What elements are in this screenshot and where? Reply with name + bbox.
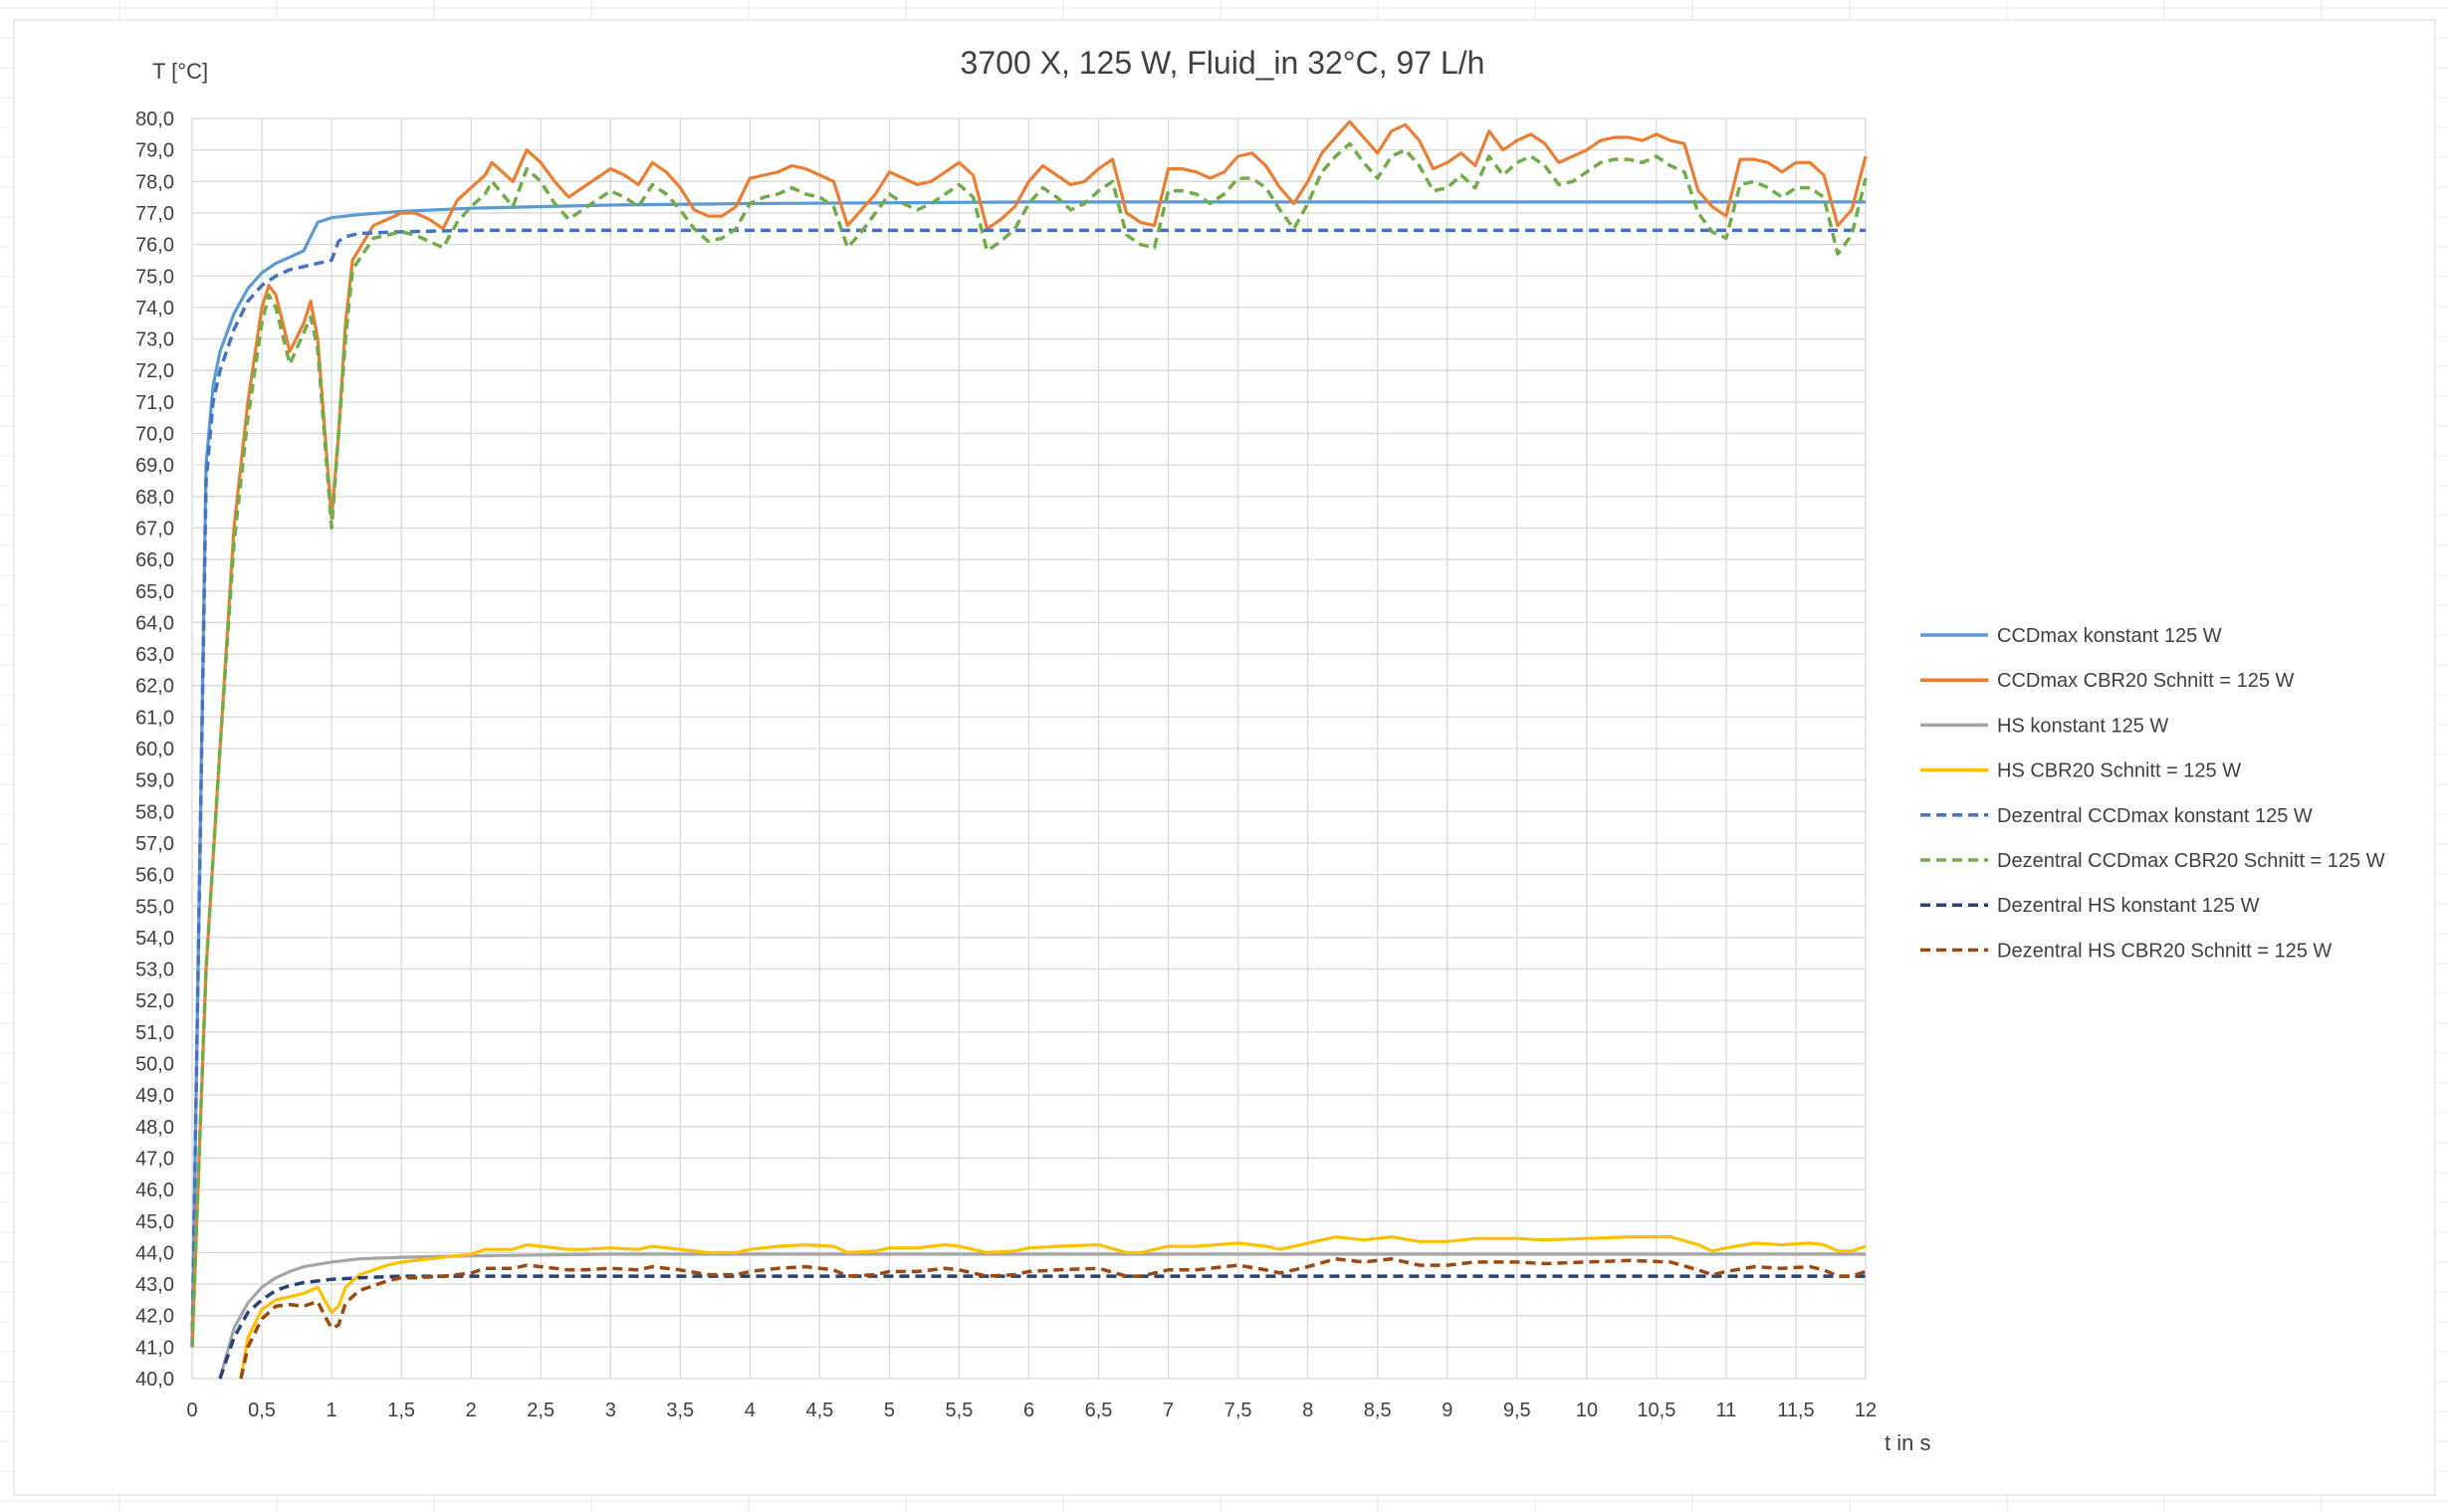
- x-tick-label: 10,5: [1637, 1400, 1675, 1421]
- y-tick-label: 45,0: [135, 1211, 174, 1233]
- legend-label: CCDmax CBR20 Schnitt = 125 W: [1997, 670, 2295, 692]
- y-tick-label: 75,0: [135, 266, 174, 288]
- x-tick-label: 4: [745, 1400, 756, 1421]
- x-tick-label: 12: [1855, 1400, 1877, 1421]
- x-tick-label: 0,5: [248, 1400, 276, 1421]
- y-axis-label: T [°C]: [152, 59, 208, 84]
- x-tick-label: 8,5: [1364, 1400, 1392, 1421]
- x-tick-label: 7,5: [1224, 1400, 1252, 1421]
- y-tick-label: 77,0: [135, 203, 174, 225]
- y-tick-label: 62,0: [135, 676, 174, 698]
- legend: CCDmax konstant 125 W CCDmax CBR20 Schnit…: [1920, 625, 2385, 962]
- y-tick-label: 61,0: [135, 707, 174, 729]
- series-line-ccdmax-cbr20-schnitt-125-w: [190, 119, 1868, 1348]
- legend-label: HS CBR20 Schnitt = 125 W: [1997, 760, 2241, 782]
- series-line-ccdmax-konstant-125-w: [190, 200, 1866, 1348]
- legend-label: Dezentral HS CBR20 Schnitt = 125 W: [1997, 940, 2332, 962]
- x-tick-label: 1,5: [387, 1400, 415, 1421]
- x-tick-label: 8: [1302, 1400, 1313, 1421]
- y-tick-label: 71,0: [135, 392, 174, 414]
- series-line-dezentral-hs-konstant-125-w: [218, 1274, 1866, 1380]
- y-tick-label: 66,0: [135, 549, 174, 571]
- y-tick-label: 40,0: [135, 1369, 174, 1391]
- y-tick-label: 76,0: [135, 235, 174, 257]
- y-tick-label: 49,0: [135, 1085, 174, 1107]
- y-tick-label: 60,0: [135, 739, 174, 760]
- y-tick-label: 52,0: [135, 990, 174, 1012]
- x-tick-label: 3,5: [666, 1400, 694, 1421]
- y-tick-label: 78,0: [135, 171, 174, 193]
- y-tick-label: 72,0: [135, 360, 174, 382]
- y-tick-label: 70,0: [135, 424, 174, 446]
- x-tick-label: 5: [884, 1400, 895, 1421]
- x-tick-label: 4,5: [805, 1400, 833, 1421]
- y-tick-label: 56,0: [135, 865, 174, 887]
- y-tick-label: 43,0: [135, 1274, 174, 1296]
- y-tick-label: 74,0: [135, 298, 174, 320]
- series-line-dezentral-hs-cbr20-schnitt-125-w: [239, 1256, 1867, 1380]
- legend-label: Dezentral CCDmax konstant 125 W: [1997, 805, 2313, 827]
- plot-gridlines: [191, 117, 1867, 1380]
- x-axis-label: t in s: [1885, 1430, 1930, 1455]
- y-tick-label: 59,0: [135, 770, 174, 792]
- y-tick-label: 54,0: [135, 928, 174, 950]
- x-tick-label: 3: [605, 1400, 616, 1421]
- y-tick-label: 63,0: [135, 644, 174, 666]
- x-tick-label: 9: [1442, 1400, 1452, 1421]
- x-tick-label: 2: [466, 1400, 477, 1421]
- series-line-dezentral-ccdmax-cbr20-schnitt-125-w: [190, 141, 1868, 1348]
- legend-label: CCDmax konstant 125 W: [1997, 625, 2222, 647]
- x-axis-tick-labels: 0 0,5 1 1,5 2 2,5 3 3,5 4 4,5 5 5,5 6 6,5 7 7,5 8 8,5 9 9,5…: [186, 1400, 1877, 1421]
- series-line-hs-cbr20-schnitt-125-w: [239, 1235, 1867, 1380]
- y-tick-label: 58,0: [135, 801, 174, 823]
- chart-title: 3700 X, 125 W, Fluid_in 32°C, 97 L/h: [961, 45, 1485, 81]
- x-tick-label: 10: [1576, 1400, 1598, 1421]
- y-tick-label: 65,0: [135, 581, 174, 603]
- x-tick-label: 11: [1716, 1400, 1737, 1421]
- y-tick-label: 44,0: [135, 1242, 174, 1264]
- y-tick-label: 51,0: [135, 1022, 174, 1044]
- y-tick-label: 46,0: [135, 1180, 174, 1201]
- x-tick-label: 6,5: [1085, 1400, 1113, 1421]
- y-tick-label: 53,0: [135, 960, 174, 981]
- y-tick-label: 47,0: [135, 1148, 174, 1170]
- y-tick-label: 67,0: [135, 518, 174, 540]
- y-tick-label: 73,0: [135, 329, 174, 351]
- y-tick-label: 79,0: [135, 140, 174, 162]
- y-axis-tick-labels: 40,0 41,0 42,0 43,0 44,0 45,0 46,0 47,0 48,0 49,0…: [135, 108, 174, 1391]
- series-line-hs-konstant-125-w: [218, 1252, 1866, 1380]
- y-tick-label: 69,0: [135, 455, 174, 477]
- x-tick-label: 5,5: [946, 1400, 974, 1421]
- x-tick-label: 7: [1163, 1400, 1174, 1421]
- y-tick-label: 80,0: [135, 108, 174, 130]
- y-tick-label: 68,0: [135, 487, 174, 509]
- x-tick-label: 0: [186, 1400, 197, 1421]
- legend-label: Dezentral HS konstant 125 W: [1997, 895, 2260, 917]
- y-tick-label: 50,0: [135, 1054, 174, 1076]
- y-tick-label: 48,0: [135, 1117, 174, 1139]
- x-tick-label: 1: [327, 1400, 337, 1421]
- chart-area-background: [13, 19, 2436, 1496]
- y-tick-label: 64,0: [135, 612, 174, 634]
- x-tick-label: 9,5: [1503, 1400, 1531, 1421]
- y-tick-label: 55,0: [135, 896, 174, 918]
- legend-label: Dezentral CCDmax CBR20 Schnitt = 125 W: [1997, 850, 2385, 872]
- y-tick-label: 41,0: [135, 1337, 174, 1359]
- legend-label: HS konstant 125 W: [1997, 715, 2168, 737]
- x-tick-label: 6: [1023, 1400, 1034, 1421]
- plot-series: [190, 119, 1868, 1380]
- x-tick-label: 2,5: [527, 1400, 555, 1421]
- y-tick-label: 42,0: [135, 1306, 174, 1328]
- y-tick-label: 57,0: [135, 833, 174, 855]
- x-tick-label: 11,5: [1777, 1400, 1814, 1421]
